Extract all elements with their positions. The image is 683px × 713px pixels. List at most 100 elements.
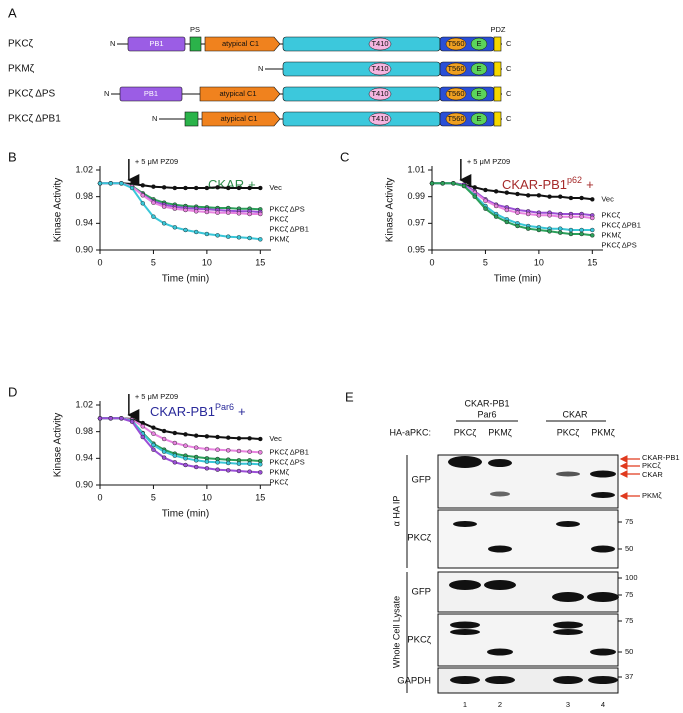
data-point [151,214,156,219]
data-point [215,210,220,215]
data-point [568,227,574,233]
series-label: PKCζ [601,210,620,219]
data-point [568,231,574,237]
x-axis-label: Time (min) [162,509,209,520]
site [445,87,467,101]
band [453,521,477,527]
data-point [579,231,584,237]
lane-number: 1 [463,700,467,709]
data-point [161,428,167,434]
domain-label: atypical C1 [220,114,257,123]
data-point [226,435,231,440]
data-point [140,201,145,206]
data-point [215,460,220,465]
data-point [215,467,220,472]
data-point [258,462,263,467]
data-point [247,461,252,466]
band [591,545,615,553]
chart: C 0.95 0.97 0.99 1.01 0 5 10 15 Time (min) Kinase … [340,149,641,284]
data-point [258,450,263,455]
site-label: T560 [447,89,464,98]
band [556,521,580,527]
data-point [172,440,178,446]
data-point [129,419,135,424]
data-point [226,210,231,215]
series-label: PKMζ [601,230,621,239]
series-line [100,417,261,440]
x-axis-label: Time (min) [494,274,541,285]
domain-label: PB1 [149,39,163,48]
band [556,471,580,477]
data-point [97,181,103,186]
y-tick-label: 0.90 [75,479,93,489]
series-line [100,417,261,466]
data-point [204,466,210,471]
site-label: E [476,39,481,48]
data-point [493,203,499,209]
site-label: T560 [447,64,464,73]
site [470,62,488,76]
data-point [140,434,145,440]
construct-label: PKCζ ΔPS [8,89,56,100]
band-label: PKCζ [642,461,661,470]
x-tick-label: 5 [151,257,156,267]
site-label: T560 [447,39,464,48]
domain-label: PB1 [144,89,158,98]
data-point [258,237,263,242]
pdz-domain [493,36,502,52]
data-point [440,181,445,186]
data-point [236,235,242,240]
terminus: C [506,89,512,98]
band [485,676,515,684]
series-line [100,417,261,474]
band [552,592,584,602]
x-tick-label: 10 [202,492,212,502]
data-point [151,447,156,452]
x-tick-label: 10 [202,257,212,267]
annotation: + 5 μM PZ09 [135,157,178,166]
site [445,112,467,126]
band [553,676,583,684]
data-point [161,221,167,226]
pdz-domain [493,111,502,127]
lane-header: HA-aPKC: [389,427,431,437]
c1-domain [204,36,281,52]
row-label: GFP [411,475,431,486]
band [588,676,618,684]
chart-title: CKAR-PB1p62 + [502,175,594,192]
y-tick-label: 0.98 [75,191,93,201]
blot-panel: E CKAR-PB1 Par6 CKAR HA-aPKC: PKCζ PKMζ … [345,389,680,709]
data-point [258,470,263,475]
band [450,676,480,684]
annotation: + 5 μM PZ09 [467,157,510,166]
lane-number: 4 [601,700,605,709]
site-label: T410 [371,64,388,73]
series-label: PKCζ ΔPS [601,240,636,249]
band [449,580,481,590]
band [488,545,512,553]
site [470,87,488,101]
construct-label: PKMζ [8,64,35,75]
row-label: PKCζ [407,533,432,544]
data-point [236,185,242,191]
series-label: PKMζ [269,467,289,476]
terminus: N [258,64,263,73]
section-label: Whole Cell Lysate [391,596,401,668]
terminus: N [104,89,109,98]
data-point [536,227,542,233]
site-label: E [476,89,481,98]
band [553,621,583,629]
data-point [193,433,199,438]
x-axis-label: Time (min) [162,274,209,285]
data-point [258,211,263,217]
construct-label: PKCζ [8,39,34,50]
series-label: PKCζ ΔPS [269,204,304,213]
data-point [119,416,124,421]
mw-marker: 50 [625,647,633,656]
data-point [151,184,156,189]
data-point [204,185,210,191]
data-point [151,200,156,205]
kinase-domain [282,36,441,52]
mw-marker: 75 [625,590,633,599]
data-point [183,432,188,437]
